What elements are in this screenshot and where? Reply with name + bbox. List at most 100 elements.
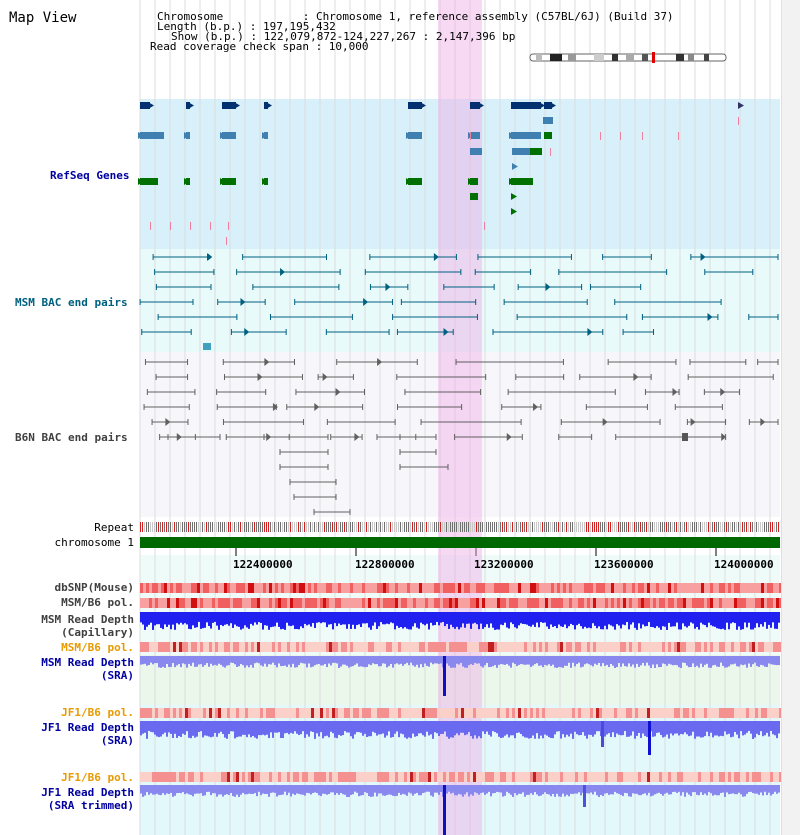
jf1-depth-sra-bar <box>612 721 614 733</box>
msm-depth-sra-bar <box>730 656 732 665</box>
track-label-msm-depth-sra[interactable]: MSM Read Depth <box>41 656 134 669</box>
msm-depth-sra-bar <box>754 656 756 663</box>
jf1-depth-sra-bar <box>374 721 376 733</box>
jf1-depth-sra-bar <box>714 721 716 736</box>
track-label-jf1-depth-trim[interactable]: JF1 Read Depth <box>41 786 134 799</box>
repeat-element <box>638 522 639 532</box>
msm-depth-capillary-bar <box>220 612 222 625</box>
jf1-b6-pol-density <box>605 772 608 782</box>
repeat-element <box>636 522 637 532</box>
track-label-repeat[interactable]: Repeat <box>94 521 134 534</box>
track-label-chromosome[interactable]: chromosome 1 <box>54 536 134 549</box>
track-label-jf1-b6-pol-1[interactable]: JF1/B6 pol. <box>61 706 134 719</box>
msm-depth-capillary-bar <box>482 612 484 629</box>
track-label-msm-b6-pol-2[interactable]: MSM/B6 pol. <box>61 641 134 654</box>
jf1-depth-trim-bar <box>356 785 358 793</box>
jf1-b6-pol-density <box>662 708 665 718</box>
msm-b6-pol-density <box>329 642 332 652</box>
jf1-depth-sra-bar <box>488 721 490 735</box>
jf1-depth-sra-bar <box>664 721 666 737</box>
msm-depth-sra-bar <box>218 656 220 664</box>
msm-depth-sra-bar <box>658 656 660 668</box>
jf1-b6-pol-density <box>491 708 494 718</box>
repeat-element <box>248 522 249 532</box>
jf1-depth-sra-bar <box>622 721 624 736</box>
dbsnp-density <box>386 583 389 593</box>
b6n-bac-pair-arrow <box>264 358 270 366</box>
msm-depth-capillary-bar <box>396 612 398 626</box>
jf1-depth-sra-bar <box>444 721 446 732</box>
jf1-depth-trim-bar <box>226 785 228 795</box>
jf1-b6-pol-density <box>500 708 503 718</box>
repeat-element <box>674 522 675 532</box>
msm-b6-pol-density <box>305 642 308 652</box>
jf1-depth-sra-bar <box>156 721 158 737</box>
track-label-jf1-depth-sra[interactable]: JF1 Read Depth <box>41 721 134 734</box>
track-label-b6n-bac[interactable]: B6N BAC end pairs <box>15 431 128 444</box>
jf1-depth-trim-bar <box>282 785 284 795</box>
jf1-b6-pol-density <box>314 772 317 782</box>
jf1-b6-pol-density <box>251 772 254 782</box>
jf1-depth-trim-bar <box>488 785 490 792</box>
msm-depth-sra-bar <box>398 656 400 665</box>
jf1-b6-pol-density <box>506 772 509 782</box>
jf1-depth-sra-bar <box>516 721 518 733</box>
msm-b6-pol-density <box>248 642 251 652</box>
msm-b6-pol-density <box>698 642 701 652</box>
track-label-msm-bac[interactable]: MSM BAC end pairs <box>15 296 128 309</box>
b6n-bac-pair-arrow <box>720 388 726 396</box>
msm-depth-sra-bar <box>300 656 302 663</box>
msm-depth-sra-bar <box>762 656 764 666</box>
track-label-jf1-b6-pol-2[interactable]: JF1/B6 pol. <box>61 771 134 784</box>
jf1-b6-pol-density <box>626 772 629 782</box>
msm-b6-pol-density <box>392 642 395 652</box>
msm-depth-sra-bar <box>562 656 564 668</box>
track-label-msm-b6-pol-1[interactable]: MSM/B6 pol. <box>61 596 134 609</box>
repeat-element <box>418 522 419 532</box>
msm-b6-pol-density <box>620 598 623 608</box>
msm-b6-pol-density <box>152 642 155 652</box>
jf1-depth-trim-bar <box>370 785 372 797</box>
msm-depth-sra-bar <box>470 656 472 665</box>
msm-depth-capillary-bar <box>632 612 634 623</box>
msm-depth-capillary-bar <box>294 612 296 630</box>
jf1-depth-trim-bar <box>708 785 710 793</box>
msm-b6-pol-density <box>257 642 260 652</box>
repeat-element <box>456 522 457 532</box>
jf1-b6-pol-density <box>281 772 284 782</box>
msm-depth-capillary-bar <box>508 612 510 629</box>
jf1-depth-trim-bar <box>428 785 430 792</box>
msm-depth-capillary-bar <box>446 612 448 624</box>
jf1-b6-pol-density <box>152 708 155 718</box>
msm-b6-pol-density <box>443 598 446 608</box>
jf1-depth-trim-bar <box>572 785 574 795</box>
jf1-b6-pol-density <box>593 708 596 718</box>
msm-b6-pol-density <box>299 642 302 652</box>
msm-b6-pol-density <box>560 642 563 652</box>
repeat-track[interactable] <box>140 522 780 532</box>
chromosome-bar[interactable] <box>140 537 780 548</box>
track-label-msm-depth-cap[interactable]: MSM Read Depth <box>41 613 134 626</box>
repeat-element <box>390 522 391 532</box>
msm-b6-pol-density <box>332 598 335 608</box>
jf1-depth-trim-bar <box>260 785 262 796</box>
repeat-element <box>590 522 591 532</box>
jf1-depth-trim-bar <box>476 785 478 794</box>
vertical-scrollbar[interactable] <box>781 0 800 835</box>
chromosome-ideogram[interactable] <box>528 51 730 65</box>
jf1-b6-pol-density <box>686 772 689 782</box>
msm-depth-capillary-bar <box>240 612 242 630</box>
track-label-dbsnp[interactable]: dbSNP(Mouse) <box>54 581 134 594</box>
jf1-b6-pol-density <box>431 708 434 718</box>
track-label-refseq[interactable]: RefSeq Genes <box>50 169 130 182</box>
jf1-b6-pol-density <box>476 708 479 718</box>
jf1-b6-pol-density <box>329 772 332 782</box>
jf1-b6-pol-density <box>269 708 272 718</box>
jf1-depth-trim-bar <box>664 785 666 794</box>
msm-b6-pol-density <box>383 598 386 608</box>
jf1-depth-trim-bar <box>742 785 744 797</box>
dbsnp-density <box>344 583 347 593</box>
jf1-b6-pol-density <box>197 772 200 782</box>
dbsnp-density <box>254 583 257 593</box>
